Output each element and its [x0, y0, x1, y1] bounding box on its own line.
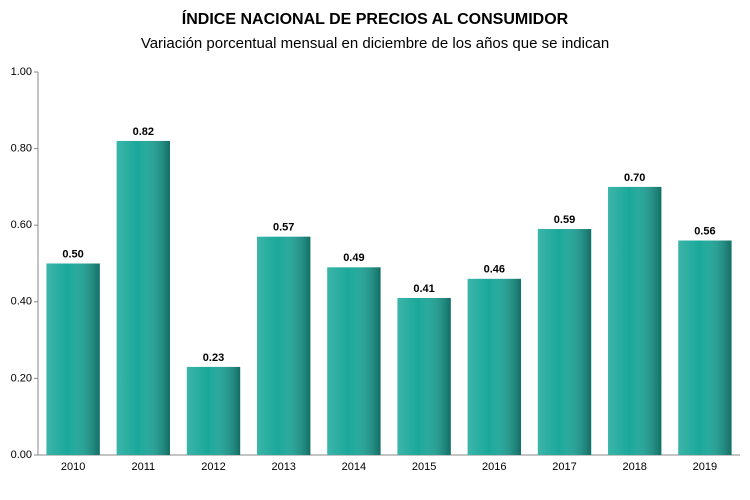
- bar-shade: [186, 366, 241, 455]
- value-label: 0.56: [694, 225, 715, 237]
- y-tick-label: 0.20: [11, 372, 32, 384]
- value-label: 0.49: [343, 252, 364, 264]
- y-tick-label: 0.80: [11, 143, 32, 155]
- x-tick-label: 2010: [61, 461, 85, 473]
- bar-shade: [46, 263, 100, 455]
- value-label: 0.50: [62, 248, 83, 260]
- bar-shade: [397, 297, 451, 455]
- bar-shade: [257, 236, 311, 455]
- value-label: 0.70: [624, 172, 645, 184]
- value-label: 0.59: [554, 214, 575, 226]
- bar-shade: [116, 140, 170, 455]
- x-tick-label: 2018: [622, 461, 646, 473]
- bar-shade: [467, 278, 521, 455]
- y-tick-label: 0.00: [11, 449, 32, 461]
- bar-shade: [608, 186, 662, 455]
- x-tick-label: 2016: [482, 461, 506, 473]
- chart-title: ÍNDICE NACIONAL DE PRECIOS AL CONSUMIDOR: [182, 9, 569, 28]
- x-tick-label: 2014: [342, 461, 366, 473]
- y-tick-label: 1.00: [11, 66, 32, 78]
- x-tick-label: 2017: [552, 461, 576, 473]
- x-tick-label: 2013: [271, 461, 295, 473]
- value-label: 0.41: [413, 283, 434, 295]
- x-tick-label: 2015: [412, 461, 436, 473]
- y-tick-label: 0.60: [11, 219, 32, 231]
- bar-shade: [327, 267, 381, 455]
- x-tick-label: 2019: [693, 461, 717, 473]
- value-label: 0.46: [484, 264, 505, 276]
- bar-shade: [537, 229, 592, 455]
- value-label: 0.23: [203, 352, 224, 364]
- bar-shade: [678, 240, 732, 455]
- value-label: 0.82: [133, 126, 154, 138]
- chart-subtitle: Variación porcentual mensual en diciembr…: [141, 35, 609, 52]
- y-tick-label: 0.40: [11, 296, 32, 308]
- x-tick-label: 2011: [131, 461, 155, 473]
- value-label: 0.57: [273, 222, 294, 234]
- x-tick-label: 2012: [201, 461, 225, 473]
